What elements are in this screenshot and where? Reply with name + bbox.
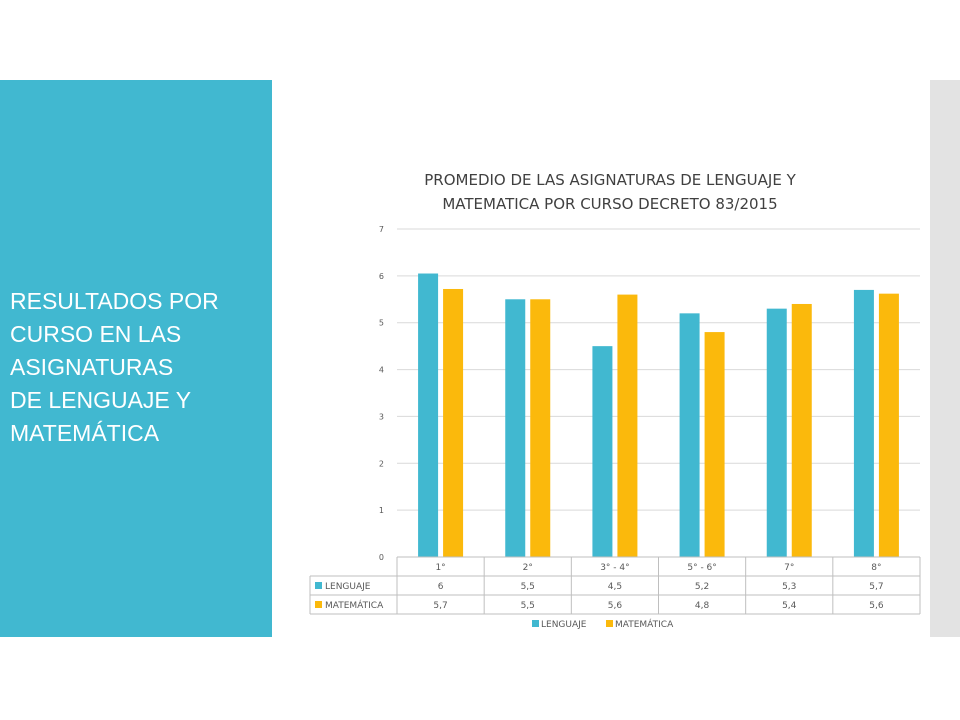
chart-title: PROMEDIO DE LAS ASIGNATURAS DE LENGUAJE … (424, 171, 796, 213)
legend-label: LENGUAJE (541, 620, 587, 630)
bar-matematica (617, 294, 638, 557)
x-tick-label: 8° (871, 563, 881, 573)
data-label: 4,8 (695, 601, 710, 611)
bar-lenguaje (418, 273, 439, 557)
table-legend-key (315, 601, 322, 608)
data-label: 5,2 (695, 582, 709, 592)
table-series-name: MATEMÁTICA (325, 599, 384, 611)
bar-lenguaje (766, 308, 787, 557)
table-series-name: LENGUAJE (325, 582, 371, 592)
legend-key (606, 620, 613, 627)
y-tick-label: 0 (379, 553, 384, 562)
data-label: 5,6 (608, 601, 623, 611)
data-label: 6 (438, 582, 444, 592)
x-tick-label: 2° (523, 563, 533, 573)
data-label: 5,7 (869, 582, 883, 592)
y-tick-label: 4 (379, 366, 384, 375)
bar-matematica (878, 293, 899, 557)
y-tick-label: 1 (379, 506, 384, 515)
bar-matematica (530, 299, 551, 557)
bar-matematica (443, 288, 464, 557)
x-tick-label: 1° (435, 563, 445, 573)
table-legend-key (315, 582, 322, 589)
data-label: 5,6 (869, 601, 884, 611)
title-panel (0, 80, 272, 637)
y-tick-label: 7 (379, 225, 384, 234)
y-tick-label: 6 (379, 272, 384, 281)
bar-matematica (704, 332, 725, 557)
data-label: 5,5 (521, 582, 535, 592)
side-strip (930, 80, 960, 637)
bar-lenguaje (592, 346, 613, 557)
data-label: 5,5 (521, 601, 535, 611)
x-tick-label: 3° - 4° (600, 563, 629, 573)
y-tick-label: 2 (379, 459, 384, 468)
data-label: 4,5 (608, 582, 622, 592)
bar-matematica (791, 303, 812, 557)
slide-title: RESULTADOS POR CURSO EN LAS ASIGNATURAS … (10, 288, 219, 446)
y-tick-label: 3 (379, 412, 384, 421)
bar-lenguaje (505, 299, 526, 557)
y-tick-label: 5 (379, 319, 384, 328)
legend-key (532, 620, 539, 627)
x-tick-label: 7° (784, 563, 794, 573)
legend-label: MATEMÁTICA (615, 618, 674, 630)
bar-lenguaje (679, 313, 700, 557)
bar-lenguaje (853, 289, 874, 557)
data-label: 5,7 (433, 601, 447, 611)
data-label: 5,3 (782, 582, 796, 592)
data-label: 5,4 (782, 601, 797, 611)
x-tick-label: 5° - 6° (687, 563, 716, 573)
